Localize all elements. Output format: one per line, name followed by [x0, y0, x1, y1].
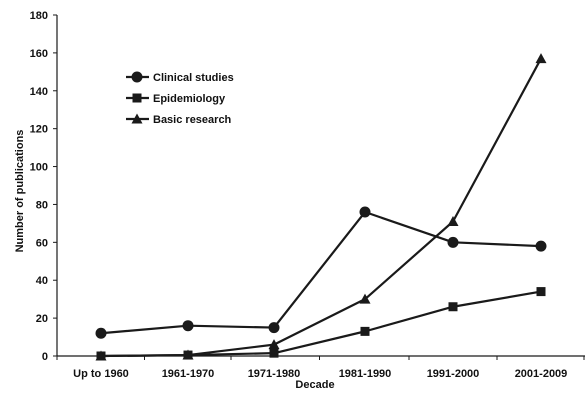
x-tick-label: 1981-1990: [339, 368, 392, 380]
series-layer: [95, 53, 547, 361]
y-tick-label: 40: [36, 275, 48, 287]
y-ticks: 0 20 40 60 80 100 120 140 160 180: [30, 10, 57, 363]
data-point-basic-research: [359, 293, 371, 304]
series-clinical-studies: [95, 206, 547, 339]
y-tick-label: 80: [36, 199, 48, 211]
data-point-epidemiology: [360, 326, 370, 336]
y-tick-label: 20: [36, 313, 48, 325]
series-epidemiology: [96, 287, 546, 361]
data-point-clinical-studies: [447, 236, 459, 248]
legend: Clinical studies Epidemiology Basic resear…: [126, 71, 234, 126]
y-tick-label: 60: [36, 237, 48, 249]
data-point-epidemiology: [269, 348, 279, 358]
legend-item-epidemiology: Epidemiology: [126, 93, 226, 105]
x-axis-title: Decade: [295, 379, 334, 391]
series-basic-research: [95, 53, 547, 361]
x-tick-label: 1971-1980: [248, 368, 301, 380]
y-axis-title: Number of publications: [14, 130, 26, 253]
series-line-basic-research: [100, 58, 542, 358]
legend-label: Clinical studies: [153, 72, 234, 84]
legend-item-clinical-studies: Clinical studies: [126, 71, 234, 84]
y-tick-label: 180: [30, 10, 48, 22]
data-point-clinical-studies: [268, 322, 280, 334]
x-tick-label: 2001-2009: [515, 368, 568, 380]
legend-label: Epidemiology: [153, 93, 226, 105]
series-line-clinical-studies: [100, 210, 542, 335]
legend-item-basic-research: Basic research: [126, 113, 232, 126]
data-point-clinical-studies: [182, 320, 194, 332]
y-tick-label: 160: [30, 48, 48, 60]
legend-marker: [132, 93, 142, 103]
data-point-basic-research: [95, 350, 107, 361]
data-point-basic-research: [268, 339, 280, 350]
data-point-basic-research: [182, 349, 194, 360]
legend-marker: [131, 71, 143, 83]
data-point-epidemiology: [536, 287, 546, 297]
y-tick-label: 100: [30, 162, 48, 174]
data-point-clinical-studies: [535, 240, 547, 252]
legend-label: Basic research: [153, 114, 232, 126]
data-point-basic-research: [535, 53, 547, 64]
y-tick-label: 120: [30, 124, 48, 136]
legend-marker: [131, 113, 143, 124]
y-tick-label: 140: [30, 86, 48, 98]
x-tick-label: Up to 1960: [73, 368, 129, 380]
data-point-clinical-studies: [95, 327, 107, 339]
series-line-epidemiology: [100, 290, 542, 358]
data-point-epidemiology: [448, 302, 458, 312]
data-point-basic-research: [447, 215, 459, 226]
y-tick-label: 0: [42, 351, 48, 363]
axes: [56, 15, 585, 357]
x-tick-label: 1961-1970: [162, 368, 215, 380]
x-ticks: Up to 1960 1961-1970 1971-1980 1981-1990 199…: [56, 356, 585, 380]
x-tick-label: 1991-2000: [427, 368, 480, 380]
data-point-clinical-studies: [359, 206, 371, 218]
